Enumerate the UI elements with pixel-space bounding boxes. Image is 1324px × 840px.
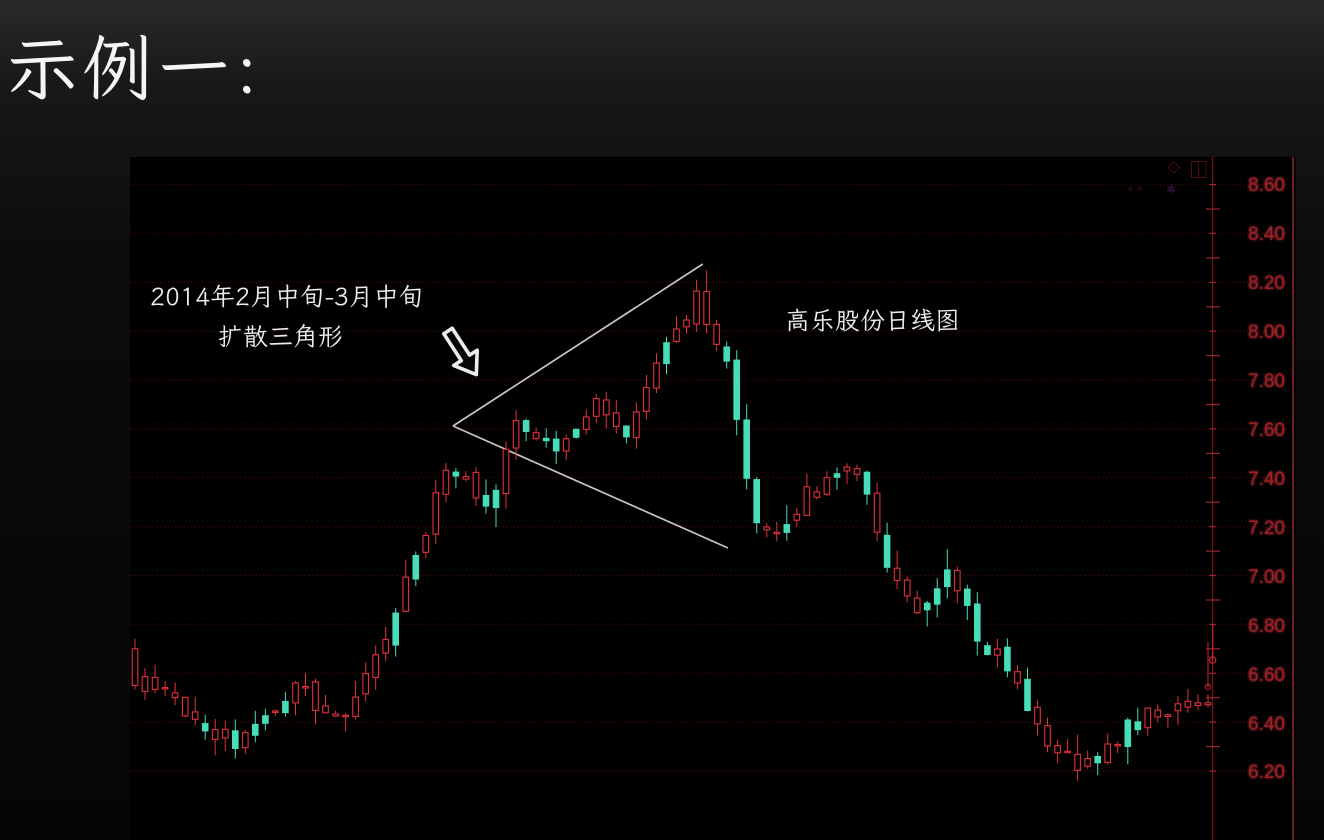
svg-text:×: × xyxy=(1128,184,1133,194)
svg-text:7.80: 7.80 xyxy=(1248,371,1285,392)
svg-text:×: × xyxy=(1137,184,1142,194)
svg-text:6.40: 6.40 xyxy=(1248,714,1285,735)
svg-text:8.20: 8.20 xyxy=(1248,273,1285,294)
svg-text:7.60: 7.60 xyxy=(1248,420,1285,441)
svg-text:8.40: 8.40 xyxy=(1248,224,1285,245)
svg-text:7.00: 7.00 xyxy=(1248,567,1285,588)
svg-text:高乐股份日线图: 高乐股份日线图 xyxy=(785,304,960,337)
svg-text:扩散三角形: 扩散三角形 xyxy=(218,320,343,353)
svg-text:6.20: 6.20 xyxy=(1248,762,1285,783)
svg-text:7.40: 7.40 xyxy=(1248,469,1285,490)
svg-text:✻: ✻ xyxy=(1167,184,1176,196)
svg-text:6.80: 6.80 xyxy=(1248,616,1285,637)
svg-text:2014年2月中旬-3月中旬: 2014年2月中旬-3月中旬 xyxy=(150,280,424,313)
svg-text:8.60: 8.60 xyxy=(1248,175,1285,196)
svg-text:6.60: 6.60 xyxy=(1248,665,1285,686)
svg-text:7.20: 7.20 xyxy=(1248,518,1285,539)
svg-text:8.00: 8.00 xyxy=(1248,322,1285,343)
